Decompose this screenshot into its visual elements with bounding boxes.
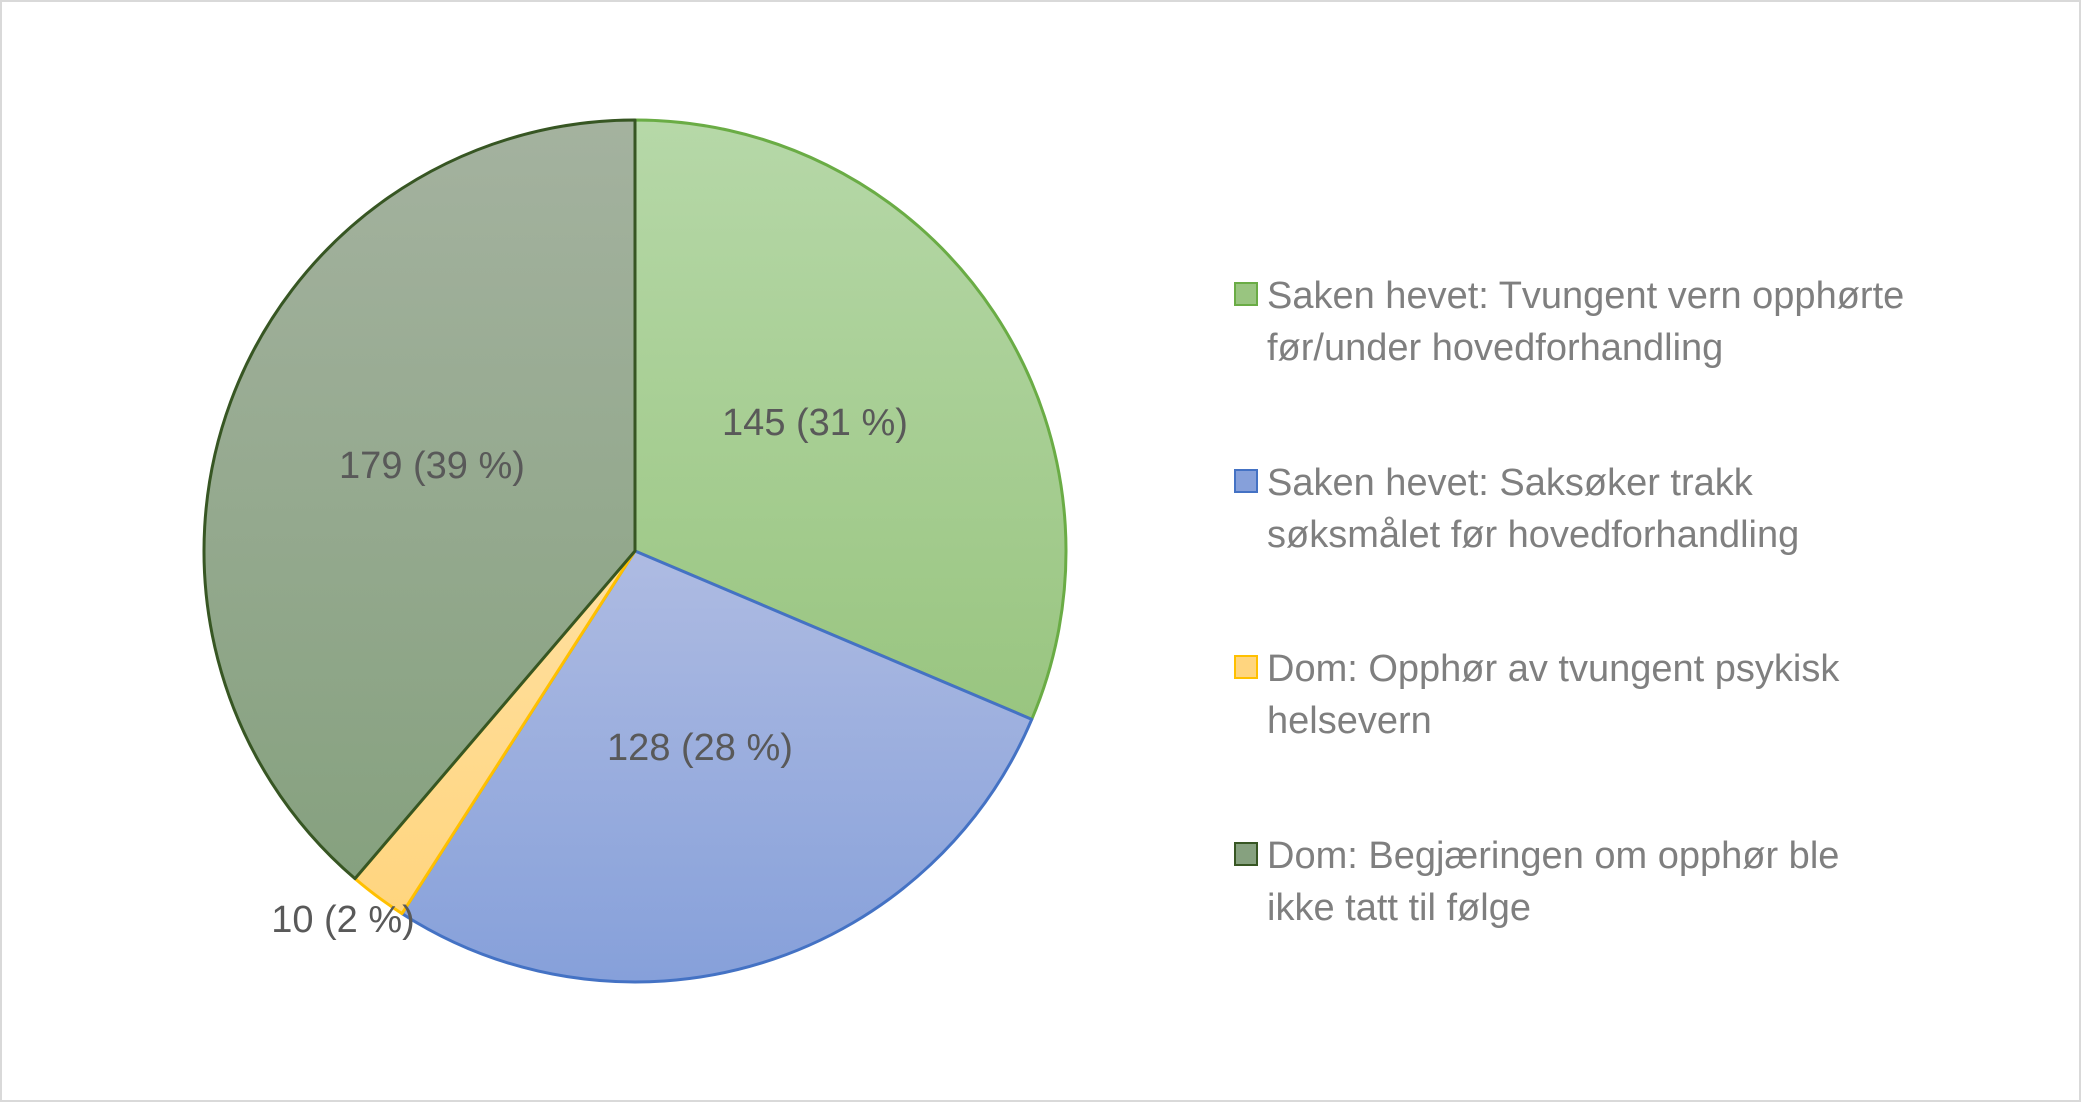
legend-label-3-line-2: helsevern bbox=[1267, 700, 1432, 742]
legend-item-1: Saken hevet: Tvungent vern opphørte før/u… bbox=[1234, 275, 1904, 369]
data-label-2: 128 (28 %) bbox=[607, 727, 793, 769]
legend-label-2-line-2: søksmålet før hovedforhandling bbox=[1267, 514, 1799, 556]
data-label-1: 145 (31 %) bbox=[722, 402, 908, 444]
legend-swatch-3 bbox=[1234, 655, 1258, 679]
legend-swatch-4 bbox=[1234, 842, 1258, 866]
legend-label-1-line-1: Saken hevet: Tvungent vern opphørte bbox=[1267, 275, 1904, 317]
legend-label-3-line-1: Dom: Opphør av tvungent psykisk bbox=[1267, 648, 1840, 690]
pie-slice-4 bbox=[202, 118, 637, 881]
pie-slice-1 bbox=[633, 118, 1068, 721]
legend-item-3: Dom: Opphør av tvungent psykisk helsevern bbox=[1234, 648, 1840, 742]
legend-label-4-line-1: Dom: Begjæringen om opphør ble bbox=[1267, 835, 1839, 877]
legend-item-2: Saken hevet: Saksøker trakk søksmålet før… bbox=[1234, 462, 1799, 556]
data-labels: 145 (31 %) 128 (28 %) 10 (2 %) 179 (39 %) bbox=[271, 402, 908, 941]
legend-label-1-line-2: før/under hovedforhandling bbox=[1267, 327, 1723, 369]
data-label-4: 179 (39 %) bbox=[339, 445, 525, 487]
legend-swatch-1 bbox=[1234, 282, 1258, 306]
legend-swatch-2 bbox=[1234, 469, 1258, 493]
data-label-3: 10 (2 %) bbox=[271, 899, 415, 941]
legend-label-2-line-1: Saken hevet: Saksøker trakk bbox=[1267, 462, 1754, 504]
legend-item-4: Dom: Begjæringen om opphør ble ikke tatt … bbox=[1234, 835, 1839, 929]
legend-label-4-line-2: ikke tatt til følge bbox=[1267, 887, 1531, 929]
pie-slices bbox=[202, 118, 1068, 984]
pie-slice-2 bbox=[400, 549, 1034, 984]
legend: Saken hevet: Tvungent vern opphørte før/u… bbox=[1234, 275, 1904, 929]
